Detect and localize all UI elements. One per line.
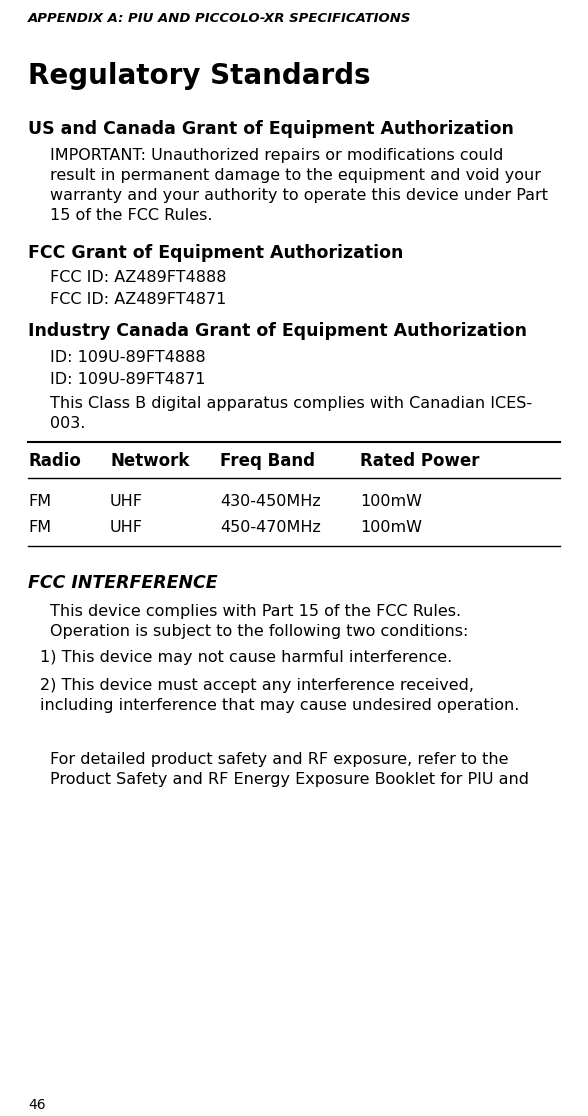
Text: Operation is subject to the following two conditions:: Operation is subject to the following tw…	[50, 624, 469, 639]
Text: UHF: UHF	[110, 520, 143, 535]
Text: FCC ID: AZ489FT4871: FCC ID: AZ489FT4871	[50, 292, 226, 307]
Text: For detailed product safety and RF exposure, refer to the: For detailed product safety and RF expos…	[50, 752, 509, 767]
Text: Radio: Radio	[28, 452, 81, 470]
Text: Rated Power: Rated Power	[360, 452, 479, 470]
Text: 46: 46	[28, 1098, 46, 1112]
Text: warranty and your authority to operate this device under Part: warranty and your authority to operate t…	[50, 187, 548, 203]
Text: FM: FM	[28, 520, 51, 535]
Text: Product Safety and RF Energy Exposure Booklet for PIU and: Product Safety and RF Energy Exposure Bo…	[50, 772, 529, 787]
Text: 450-470MHz: 450-470MHz	[220, 520, 321, 535]
Text: ID: 109U-89FT4888: ID: 109U-89FT4888	[50, 350, 206, 365]
Text: including interference that may cause undesired operation.: including interference that may cause un…	[40, 698, 519, 713]
Text: 100mW: 100mW	[360, 520, 422, 535]
Text: Regulatory Standards: Regulatory Standards	[28, 62, 370, 90]
Text: 430-450MHz: 430-450MHz	[220, 494, 320, 509]
Text: FCC INTERFERENCE: FCC INTERFERENCE	[28, 574, 218, 591]
Text: 100mW: 100mW	[360, 494, 422, 509]
Text: APPENDIX A: PIU AND PICCOLO-XR SPECIFICATIONS: APPENDIX A: PIU AND PICCOLO-XR SPECIFICA…	[28, 12, 412, 25]
Text: result in permanent damage to the equipment and void your: result in permanent damage to the equipm…	[50, 169, 541, 183]
Text: FCC ID: AZ489FT4888: FCC ID: AZ489FT4888	[50, 270, 226, 285]
Text: Freq Band: Freq Band	[220, 452, 315, 470]
Text: IMPORTANT: Unauthorized repairs or modifications could: IMPORTANT: Unauthorized repairs or modif…	[50, 148, 503, 163]
Text: 003.: 003.	[50, 416, 85, 431]
Text: Industry Canada Grant of Equipment Authorization: Industry Canada Grant of Equipment Autho…	[28, 323, 527, 340]
Text: 1) This device may not cause harmful interference.: 1) This device may not cause harmful int…	[40, 650, 452, 665]
Text: FCC Grant of Equipment Authorization: FCC Grant of Equipment Authorization	[28, 244, 403, 262]
Text: UHF: UHF	[110, 494, 143, 509]
Text: FM: FM	[28, 494, 51, 509]
Text: Network: Network	[110, 452, 189, 470]
Text: 15 of the FCC Rules.: 15 of the FCC Rules.	[50, 208, 212, 223]
Text: This device complies with Part 15 of the FCC Rules.: This device complies with Part 15 of the…	[50, 604, 461, 619]
Text: This Class B digital apparatus complies with Canadian ICES-: This Class B digital apparatus complies …	[50, 396, 532, 411]
Text: 2) This device must accept any interference received,: 2) This device must accept any interfere…	[40, 679, 474, 693]
Text: ID: 109U-89FT4871: ID: 109U-89FT4871	[50, 372, 205, 387]
Text: US and Canada Grant of Equipment Authorization: US and Canada Grant of Equipment Authori…	[28, 121, 514, 138]
